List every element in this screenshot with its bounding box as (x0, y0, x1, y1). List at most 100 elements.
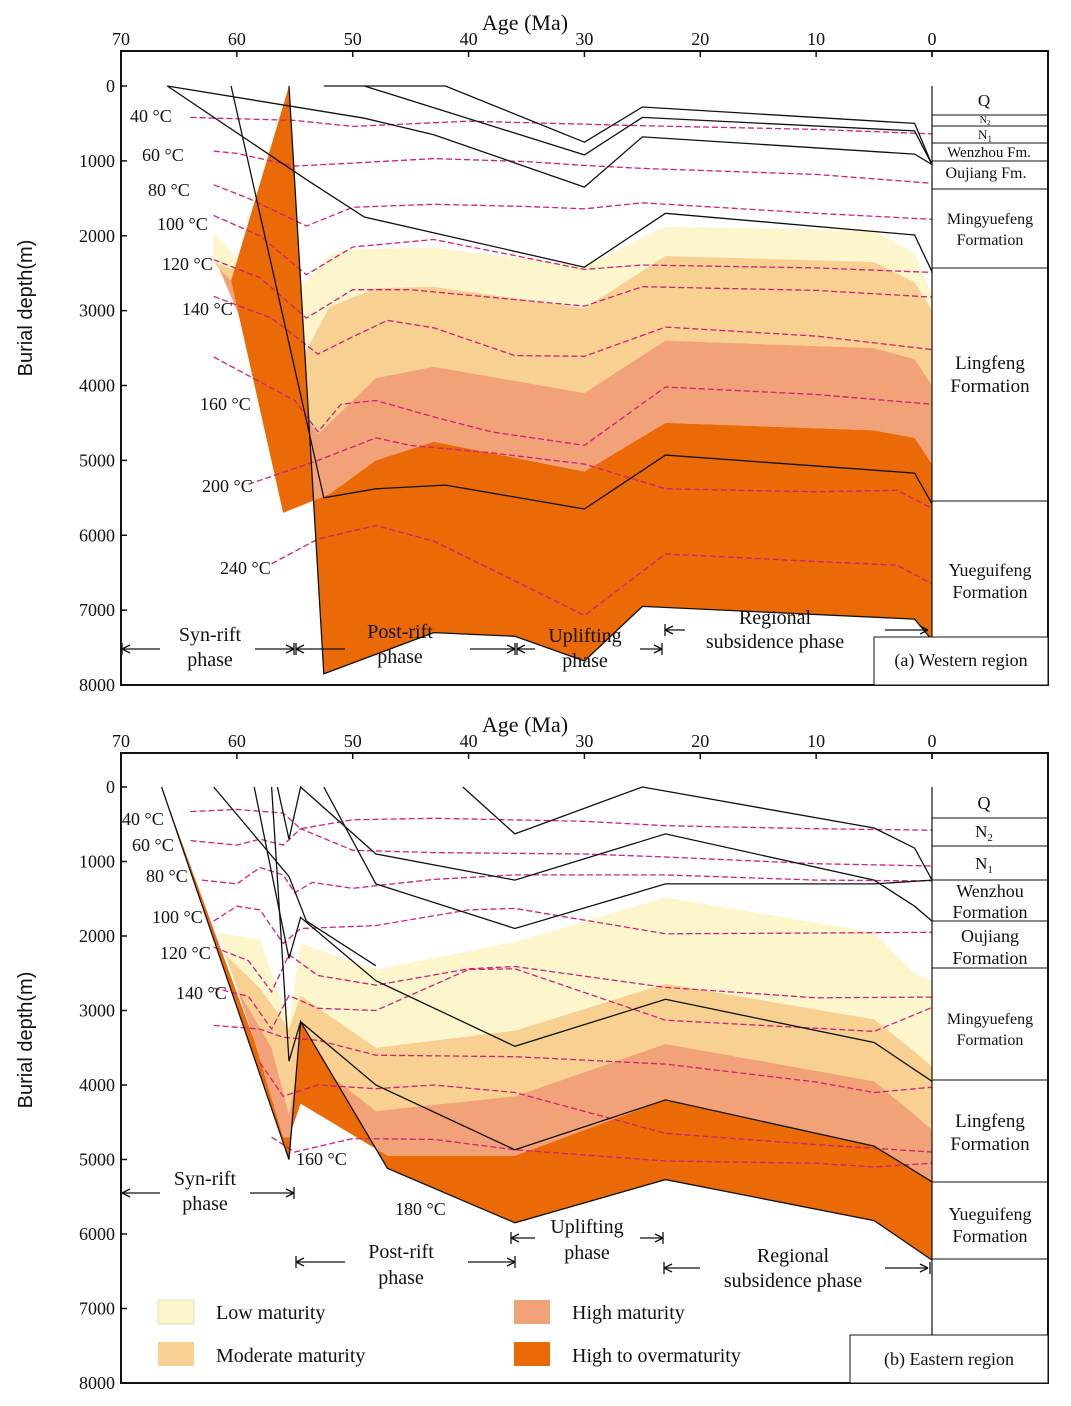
y-axis-title: Burial depth(m) (15, 972, 37, 1109)
axes: 70 60 50 40 30 20 10 00100020003000400050006000… (79, 29, 1049, 695)
isotherm-line (213, 946, 933, 999)
horizon-line (230, 85, 933, 510)
formation-label-wenzhou: Wenzhou (956, 881, 1024, 901)
isotherm-label: 40 °C (122, 809, 164, 829)
y-tick-label: 3000 (79, 1001, 115, 1021)
horizon-lines (160, 785, 933, 1261)
maturity-fills (161, 787, 933, 1261)
phase-label-uplifting: Uplifting (548, 625, 621, 647)
formation-label-wenzhou-2: Formation (953, 902, 1028, 922)
phase-label-uplifting-2: phase (562, 650, 608, 672)
isotherm-lines (190, 116, 933, 617)
y-tick-label: 2000 (79, 226, 115, 246)
formation-label-mingyuefeng-2: Formation (957, 1032, 1024, 1049)
isotherm-lines (190, 808, 933, 1168)
legend-label-low: Low maturity (216, 1302, 325, 1324)
horizon-line (462, 786, 933, 881)
isotherm-line (190, 827, 933, 867)
legend-swatch-low (157, 1299, 195, 1325)
y-tick-label: 6000 (79, 1224, 115, 1244)
maturity-zone-high-maturity (236, 988, 932, 1182)
formation-label-lingfeng: Lingfeng (955, 353, 1025, 374)
x-tick-label: 50 (344, 29, 362, 49)
formation-label-n1: N1 (975, 854, 993, 876)
panel-label: (b) Eastern region (884, 1349, 1014, 1370)
isotherm-line (202, 866, 933, 894)
horizon-lines (166, 85, 933, 675)
x-tick-label: 30 (575, 731, 593, 751)
panel-label-box (873, 636, 1049, 686)
isotherm-label: 60 °C (132, 835, 174, 855)
x-axis-title: Age (Ma) (482, 10, 568, 35)
maturity-zone-high-to-overmaturity (161, 787, 933, 1261)
isotherm-line (190, 808, 933, 831)
isotherm-label: 100 °C (157, 214, 208, 234)
isotherm-labels: 40 °C 60 °C 80 °C 100 °C 120 °C 140 °C 1… (130, 106, 271, 578)
isotherm-label: 160 °C (200, 394, 251, 414)
x-tick-label: 20 (691, 731, 709, 751)
formation-label-lingfeng: Lingfeng (955, 1111, 1025, 1132)
formation-label-wenzhou: Wenzhou Fm. (947, 145, 1031, 161)
horizon-line (270, 786, 933, 1183)
isotherm-line (271, 1136, 933, 1168)
formation-label-yueguifeng: Yueguifeng (949, 1204, 1032, 1224)
maturity-zone-low-maturity (213, 226, 932, 351)
formation-label-oujiang: Oujiang (961, 926, 1019, 946)
y-tick-label: 1000 (79, 852, 115, 872)
phase-label-syn-rift-2: phase (182, 1193, 228, 1215)
y-tick-label: 2000 (79, 926, 115, 946)
isotherm-line (248, 437, 933, 509)
legend-swatch-high (514, 1300, 550, 1324)
isotherm-line (213, 968, 933, 1033)
maturity-zone-moderate-maturity (225, 954, 933, 1130)
y-tick-label: 5000 (79, 450, 115, 470)
maturity-zone-high-maturity (219, 269, 932, 513)
formation-label-oujiang-2: Formation (953, 948, 1028, 968)
maturity-zone-low-maturity (219, 897, 932, 1067)
panel-western-region: Age (Ma) Burial depth(m) 70 60 50 40 30 20 10 0… (15, 10, 1049, 695)
x-tick-label: 0 (928, 29, 937, 49)
y-tick-label: 4000 (79, 376, 115, 396)
legend-swatch-moderate (158, 1342, 194, 1366)
formation-label-q: Q (978, 793, 991, 813)
isotherm-line (213, 295, 933, 357)
formation-column: Q N2 N1 Wenzhou Fm. Oujiang Fm. Mingyuef… (931, 86, 1048, 685)
horizon-line (160, 786, 933, 1261)
legend-label-moderate: Moderate maturity (216, 1345, 365, 1367)
x-tick-label: 20 (691, 29, 709, 49)
legend-swatch-over (514, 1342, 550, 1366)
isotherm-label: 140 °C (182, 299, 233, 319)
isotherm-line (213, 214, 933, 276)
formation-label-yueguifeng-2: Formation (953, 582, 1028, 602)
horizon-line (167, 85, 933, 188)
phase-arrows (121, 1187, 931, 1274)
formation-label-n1: N1 (978, 127, 992, 144)
isotherm-label: 240 °C (220, 558, 271, 578)
y-tick-label: 0 (106, 777, 115, 797)
horizon-line (364, 85, 933, 165)
phase-label-regional-2: subsidence phase (706, 631, 844, 653)
formation-column: Q N2 N1 Wenzhou Formation Oujiang Format… (931, 787, 1048, 1335)
horizon-line (253, 786, 933, 1082)
maturity-fills (213, 86, 933, 674)
phase-label-uplifting-2: phase (564, 1242, 610, 1264)
x-tick-label: 70 (112, 731, 130, 751)
x-tick-label: 50 (344, 731, 362, 751)
isotherm-label: 120 °C (160, 943, 211, 963)
x-tick-label: 30 (575, 29, 593, 49)
horizon-line (276, 785, 933, 922)
x-tick-label: 70 (112, 29, 130, 49)
phase-label-post-rift: Post-rift (368, 1241, 434, 1263)
x-tick-label: 10 (807, 731, 825, 751)
formation-label-yueguifeng-2: Formation (953, 1226, 1028, 1246)
phase-label-regional-2: subsidence phase (724, 1270, 862, 1292)
isotherm-label: 120 °C (162, 254, 213, 274)
isotherm-line (259, 1062, 933, 1153)
isotherm-label: 100 °C (152, 907, 203, 927)
formation-label-n2: N2 (975, 822, 993, 844)
isotherm-line (213, 905, 933, 945)
y-axis-title: Burial depth(m) (15, 240, 37, 377)
phase-label-post-rift: Post-rift (367, 621, 433, 643)
formation-label-mingyuefeng-2: Formation (957, 232, 1024, 249)
legend-label-over: High to overmaturity (572, 1345, 741, 1367)
